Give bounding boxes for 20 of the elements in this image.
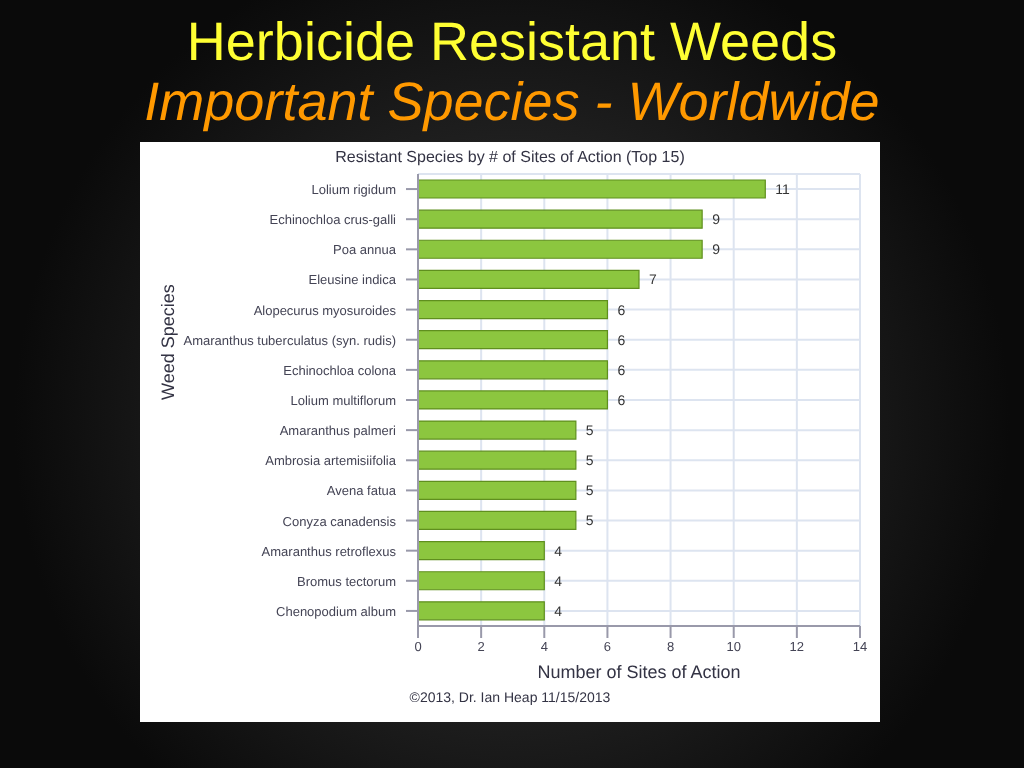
bar [418, 420, 577, 440]
bar [418, 601, 545, 621]
bar [418, 209, 703, 229]
bar [418, 541, 545, 561]
bar [418, 450, 577, 470]
bar [418, 390, 609, 410]
bar [418, 239, 703, 259]
bar [418, 571, 545, 591]
bar [418, 480, 577, 500]
bar [418, 330, 609, 350]
bar [418, 179, 766, 199]
bar [418, 510, 577, 531]
text: Resistant Species by # of Sites of Action (Top 15) [333, 148, 687, 166]
x-axis-title: Number of Sites of Action [537, 662, 741, 682]
chart-title: Herbicide Resistant Weeds [184, 12, 840, 72]
chart-subtitle: Important Species - Worldwide [142, 72, 882, 132]
bar [418, 269, 640, 289]
bar [418, 299, 609, 320]
bar [418, 360, 609, 380]
y-axis-title: Weed Species [158, 283, 179, 400]
